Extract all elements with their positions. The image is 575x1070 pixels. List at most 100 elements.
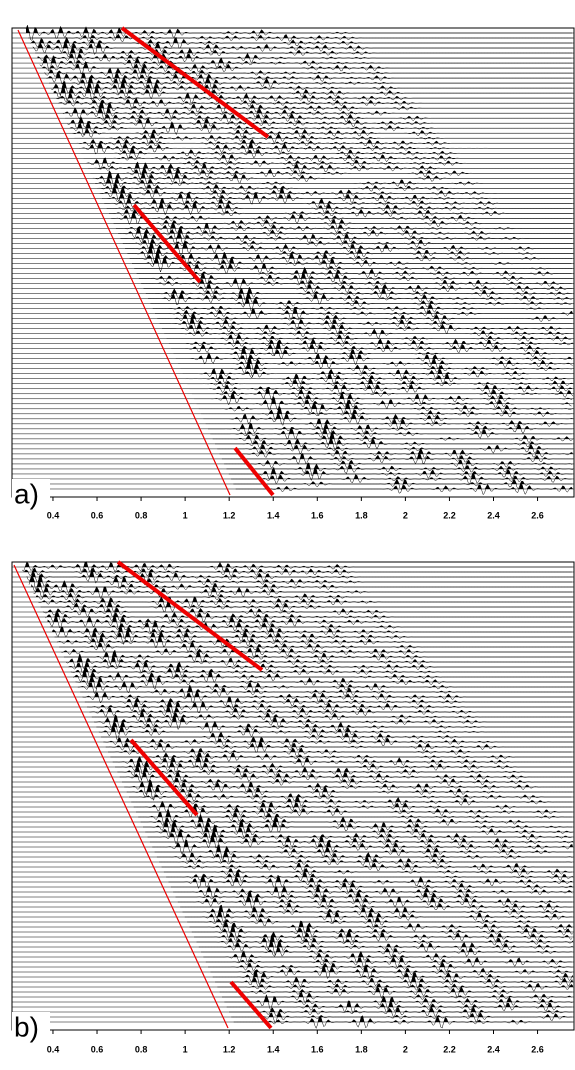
wiggle bbox=[113, 218, 573, 229]
wiggle bbox=[55, 92, 572, 104]
x-tick-label: 1.2 bbox=[223, 1044, 236, 1054]
wiggle bbox=[233, 478, 573, 491]
wiggle bbox=[54, 629, 573, 646]
pick-line bbox=[120, 26, 270, 139]
wiggle-fill bbox=[166, 333, 573, 339]
wiggle bbox=[21, 561, 573, 573]
wiggle bbox=[196, 395, 572, 411]
wiggle bbox=[168, 337, 573, 350]
wiggle-fill bbox=[96, 721, 574, 727]
wiggle bbox=[145, 824, 573, 841]
wiggle bbox=[87, 699, 572, 715]
wiggle bbox=[184, 909, 572, 924]
wiggle bbox=[205, 956, 572, 969]
wiggle bbox=[35, 592, 573, 601]
wiggle bbox=[81, 146, 572, 159]
wiggle bbox=[91, 711, 572, 723]
x-tick-label: 2.4 bbox=[487, 510, 500, 520]
pick-line bbox=[129, 738, 199, 817]
wiggle bbox=[49, 619, 572, 634]
wiggle bbox=[143, 283, 573, 294]
wiggle bbox=[98, 724, 573, 740]
wiggle bbox=[95, 177, 573, 191]
wiggle bbox=[129, 251, 573, 266]
wiggle-fill bbox=[222, 991, 573, 997]
wiggle bbox=[118, 226, 573, 241]
wiggle bbox=[132, 256, 572, 273]
wiggle bbox=[120, 230, 572, 246]
wiggle bbox=[117, 765, 572, 781]
wiggle bbox=[97, 182, 573, 194]
wiggle bbox=[58, 97, 573, 110]
wiggle-fill bbox=[159, 317, 574, 324]
wiggle bbox=[28, 574, 572, 592]
wiggle bbox=[229, 1005, 573, 1018]
pick-line bbox=[17, 29, 231, 496]
wiggle-fill bbox=[191, 387, 573, 394]
wiggle bbox=[127, 245, 573, 263]
wiggle bbox=[210, 965, 572, 979]
wiggle bbox=[178, 356, 573, 371]
wiggle bbox=[212, 431, 573, 446]
wiggle bbox=[152, 839, 573, 856]
wiggle bbox=[224, 993, 573, 1011]
wiggle bbox=[61, 646, 572, 658]
wiggle bbox=[83, 154, 573, 164]
wiggle bbox=[26, 571, 573, 584]
wiggle bbox=[108, 747, 572, 758]
wiggle bbox=[129, 792, 572, 802]
wiggle bbox=[24, 567, 572, 578]
x-tick-label: 2.6 bbox=[531, 1044, 544, 1054]
wiggle bbox=[112, 753, 572, 770]
wiggle-fill bbox=[63, 650, 573, 657]
wiggle bbox=[33, 586, 573, 600]
wiggle bbox=[170, 881, 574, 894]
wiggle bbox=[30, 36, 573, 49]
wiggle-fill bbox=[99, 186, 573, 194]
wiggle bbox=[65, 112, 573, 124]
wiggle-fill bbox=[201, 947, 573, 952]
wiggle-fill bbox=[180, 361, 574, 369]
x-tick-label: 1.4 bbox=[267, 510, 280, 520]
wiggle-fill bbox=[115, 222, 573, 229]
panel-label-bg bbox=[12, 479, 50, 509]
wiggle bbox=[82, 690, 573, 704]
wiggle-fill bbox=[84, 696, 574, 702]
x-tick-label: 1.8 bbox=[355, 1044, 368, 1054]
wiggle-fill bbox=[94, 714, 573, 722]
panel-label: b) bbox=[14, 1011, 39, 1042]
wiggle bbox=[104, 197, 573, 211]
wiggle bbox=[187, 916, 573, 928]
x-tick-label: 2 bbox=[403, 510, 408, 520]
wiggle bbox=[161, 862, 573, 872]
panel-label-bg bbox=[12, 1012, 50, 1042]
wiggle-fill bbox=[51, 80, 574, 89]
wiggle bbox=[219, 447, 573, 460]
wiggle bbox=[201, 947, 572, 958]
wiggle bbox=[226, 462, 574, 477]
x-tick-label: 0.8 bbox=[135, 1044, 148, 1054]
wiggle bbox=[219, 986, 573, 1000]
wiggle-fill bbox=[224, 459, 573, 464]
panel: 0.40.60.811.21.41.61.822.22.42.62.8b) bbox=[11, 560, 575, 1054]
wiggle bbox=[126, 782, 573, 801]
wiggle bbox=[44, 65, 573, 80]
wiggle-fill bbox=[161, 862, 573, 867]
wiggle bbox=[99, 185, 573, 202]
wiggle bbox=[159, 857, 572, 868]
wiggle bbox=[31, 579, 573, 594]
wiggle bbox=[89, 706, 573, 719]
wiggle bbox=[215, 975, 573, 989]
wiggle-fill bbox=[97, 182, 574, 189]
wiggle bbox=[67, 116, 573, 130]
wiggle bbox=[72, 127, 572, 138]
wiggle bbox=[51, 80, 572, 96]
wiggle bbox=[221, 452, 573, 465]
wiggle-fill bbox=[125, 240, 573, 249]
wiggle bbox=[198, 939, 573, 957]
wiggle bbox=[222, 991, 572, 1003]
wiggle bbox=[70, 665, 572, 679]
wiggle bbox=[134, 263, 573, 275]
x-tick-label: 0.6 bbox=[91, 510, 104, 520]
